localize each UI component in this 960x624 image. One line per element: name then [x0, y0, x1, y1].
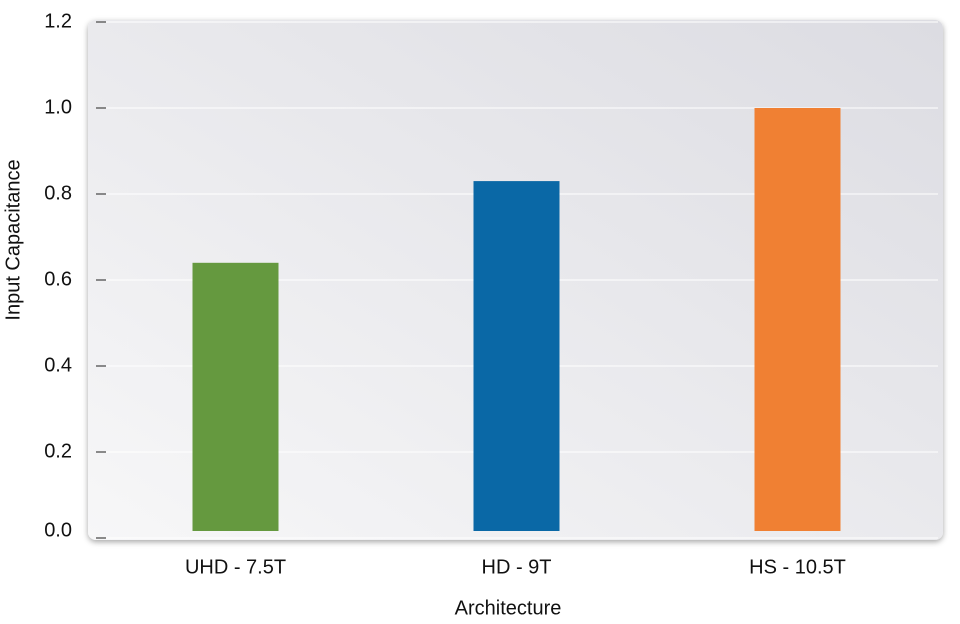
bar	[754, 108, 841, 531]
y-tick-label: 0.6	[44, 268, 72, 290]
x-tick-label: HD - 9T	[482, 556, 552, 578]
y-tick-label: 1.0	[44, 96, 72, 118]
x-tick-label: HS - 10.5T	[749, 556, 846, 578]
bar	[473, 181, 560, 531]
y-axis-label: Input Capacitance	[2, 159, 24, 320]
bar	[192, 262, 279, 531]
y-tick-label: 0.8	[44, 182, 72, 204]
y-tick-label: 0.4	[44, 354, 72, 376]
y-tick-label: 0.2	[44, 440, 72, 462]
y-tick-label: 0.0	[44, 519, 72, 541]
y-tick-label: 1.2	[44, 10, 72, 32]
x-tick-label: UHD - 7.5T	[185, 556, 286, 578]
x-axis-label: Architecture	[455, 597, 562, 619]
